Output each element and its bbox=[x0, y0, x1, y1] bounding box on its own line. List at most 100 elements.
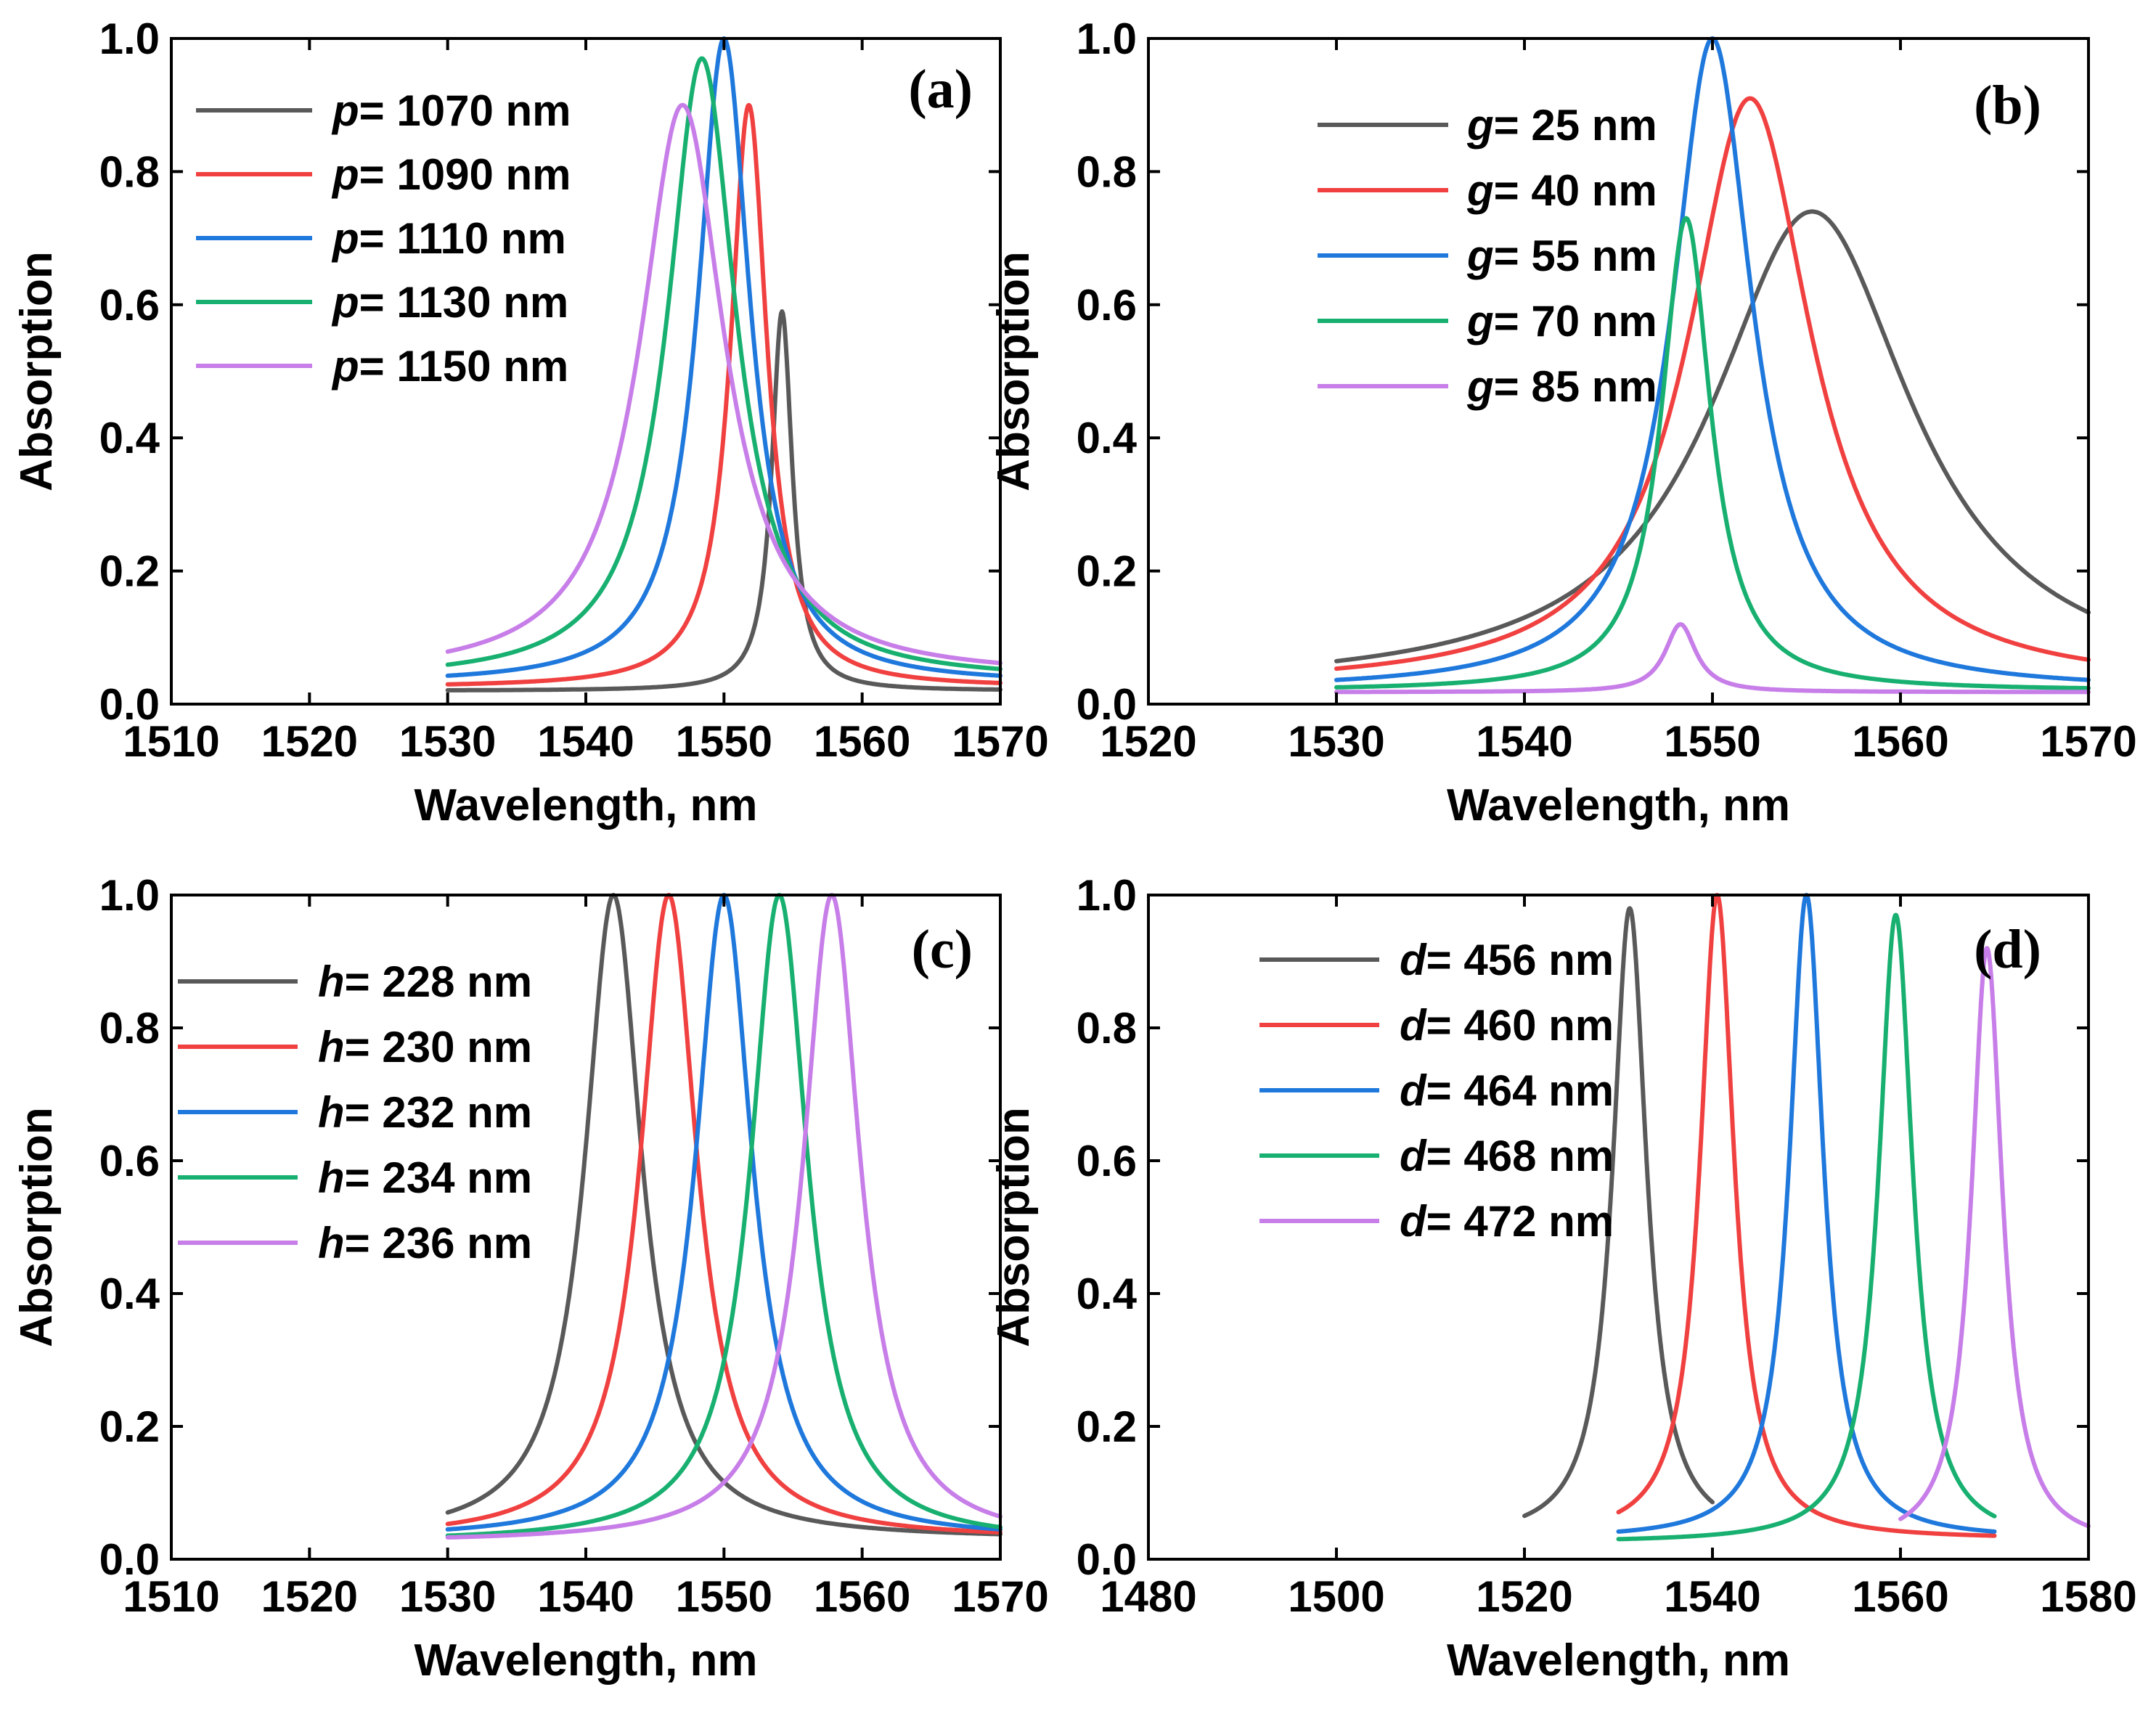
series-line-d-3 bbox=[1616, 912, 1997, 1542]
y-axis-label: Absorption bbox=[12, 251, 62, 491]
series-line-p-3 bbox=[445, 56, 1003, 671]
legend-value: = 1070 nm bbox=[359, 86, 571, 135]
y-tick-label: 0.6 bbox=[1077, 1137, 1137, 1185]
x-tick-label: 1520 bbox=[1476, 1572, 1572, 1621]
x-axis-label: Wavelength, nm bbox=[414, 780, 757, 830]
y-tick-label: 1.0 bbox=[1077, 871, 1137, 920]
legend-entry: d= 464 nm bbox=[1400, 1066, 1614, 1115]
x-tick-label: 1530 bbox=[1288, 717, 1384, 766]
legend-value: = 70 nm bbox=[1494, 297, 1657, 346]
legend-entry: d= 468 nm bbox=[1400, 1132, 1614, 1180]
legend-variable: d bbox=[1400, 1001, 1427, 1050]
y-tick-label: 0.4 bbox=[1077, 1270, 1138, 1318]
x-tick-label: 1500 bbox=[1288, 1572, 1384, 1621]
x-tick-label: 1530 bbox=[399, 717, 496, 766]
legend-entry: p= 1130 nm bbox=[331, 278, 568, 327]
x-axis-label: Wavelength, nm bbox=[1447, 780, 1790, 830]
y-tick-label: 0.4 bbox=[99, 414, 160, 462]
legend-entry: d= 460 nm bbox=[1400, 1001, 1614, 1050]
legend: g = 25 nm g= 40 nm g= 55 nm g= 70 nm g= 85 nm bbox=[1318, 101, 1657, 411]
legend-entry: g= 70 nm bbox=[1466, 297, 1657, 346]
legend-value: = 456 nm bbox=[1426, 936, 1614, 984]
legend-entry: d= 472 nm bbox=[1400, 1197, 1614, 1246]
x-tick-label: 1550 bbox=[676, 1572, 772, 1621]
x-tick-label: 1540 bbox=[537, 1572, 634, 1621]
legend-entry: h= 234 nm bbox=[318, 1153, 532, 1202]
x-tick-label: 1540 bbox=[1476, 717, 1572, 766]
legend-entry: h= 236 nm bbox=[318, 1219, 532, 1267]
x-tick-label: 1520 bbox=[1100, 717, 1196, 766]
x-tick-label: 1510 bbox=[123, 1572, 219, 1621]
y-axis-label: Absorption bbox=[989, 251, 1039, 491]
y-tick-label: 0.4 bbox=[1077, 414, 1138, 462]
y-tick-label: 0.6 bbox=[99, 281, 160, 330]
y-tick-label: 1.0 bbox=[99, 871, 160, 920]
x-axis-label: Wavelength, nm bbox=[414, 1635, 757, 1686]
y-axis-label: Absorption bbox=[989, 1107, 1039, 1347]
series-line-p-1 bbox=[445, 102, 1003, 687]
legend-value: = 85 nm bbox=[1494, 362, 1657, 411]
legend-value: = 460 nm bbox=[1426, 1001, 1614, 1050]
legend-entry: g= 85 nm bbox=[1466, 362, 1657, 411]
series-line-g-1 bbox=[1334, 96, 2091, 671]
legend-variable: g bbox=[1466, 297, 1494, 346]
y-tick-label: 0.2 bbox=[1077, 547, 1137, 596]
y-tick-label: 0.8 bbox=[1077, 1004, 1137, 1053]
y-tick-label: 0.0 bbox=[99, 680, 160, 729]
legend-value: = 228 nm bbox=[345, 957, 533, 1006]
y-tick-label: 0.0 bbox=[1077, 1535, 1137, 1584]
x-tick-label: 1560 bbox=[814, 1572, 910, 1621]
legend-entry: g= 40 nm bbox=[1466, 166, 1657, 215]
legend-entry: d= 456 nm bbox=[1400, 936, 1614, 984]
legend-value: = 25 nm bbox=[1494, 101, 1657, 150]
x-tick-label: 1580 bbox=[2040, 1572, 2136, 1621]
y-tick-label: 0.4 bbox=[99, 1270, 160, 1318]
legend-value: = 1090 nm bbox=[359, 150, 571, 199]
chart-panel-c: 1510 1520 1530 1540 1550 1560 1570 0.0 0.2 0.4 0.6… bbox=[12, 871, 1049, 1686]
y-tick-label: 0.2 bbox=[99, 547, 160, 596]
legend-variable: p bbox=[331, 86, 359, 135]
legend-variable: h bbox=[318, 1153, 345, 1202]
legend-entry: h= 230 nm bbox=[318, 1023, 532, 1071]
series-line-d-1 bbox=[1616, 893, 1997, 1538]
y-tick-label: 0.8 bbox=[1077, 147, 1137, 196]
chart-panel-a: 1510 1520 1530 1540 1550 1560 1570 0.0 0.2 0.4 0.6… bbox=[12, 15, 1049, 830]
x-tick-label: 1530 bbox=[399, 1572, 496, 1621]
x-tick-label: 1520 bbox=[261, 1572, 358, 1621]
legend-value: = 236 nm bbox=[345, 1219, 533, 1267]
legend-variable: p bbox=[331, 214, 359, 263]
x-tick-label: 1540 bbox=[1664, 1572, 1760, 1621]
panel-tag: (d) bbox=[1974, 919, 2041, 980]
x-tick-label: 1570 bbox=[952, 1572, 1048, 1621]
legend-entry: p= 1090 nm bbox=[331, 150, 571, 199]
legend-entry: g= 55 nm bbox=[1466, 232, 1657, 280]
legend-value: = 1150 nm bbox=[359, 342, 569, 391]
legend-entry: p= 1150 nm bbox=[331, 342, 568, 391]
series-line-d-0 bbox=[1522, 906, 1715, 1519]
legend-variable: p bbox=[331, 278, 359, 327]
y-tick-label: 1.0 bbox=[1077, 15, 1137, 63]
legend-value: = 40 nm bbox=[1494, 166, 1657, 215]
x-tick-label: 1540 bbox=[537, 717, 634, 766]
legend-value: = 464 nm bbox=[1426, 1066, 1614, 1115]
series-line-g-4 bbox=[1334, 622, 2091, 695]
x-tick-label: 1570 bbox=[2040, 717, 2136, 766]
legend: d= 456 nmd= 460 nmd= 464 nmd= 468 nmd= 4… bbox=[1259, 936, 1614, 1246]
legend-variable: p bbox=[331, 150, 359, 199]
plot-frame bbox=[1147, 894, 2090, 1561]
legend-value: = 468 nm bbox=[1426, 1132, 1614, 1180]
series-line-g-3 bbox=[1334, 216, 2091, 690]
y-tick-label: 0.8 bbox=[99, 1004, 160, 1053]
series-line-h-3 bbox=[445, 893, 1003, 1538]
legend: h= 228 nmh= 230 nmh= 232 nmh= 234 nmh= 2… bbox=[178, 957, 532, 1267]
legend-variable: d bbox=[1400, 936, 1427, 984]
series-line-p-4 bbox=[445, 102, 1003, 666]
x-tick-label: 1520 bbox=[261, 717, 358, 766]
y-tick-label: 0.2 bbox=[99, 1402, 160, 1451]
y-tick-label: 0.6 bbox=[1077, 281, 1137, 330]
y-tick-label: 0.0 bbox=[99, 1535, 160, 1584]
x-tick-label: 1560 bbox=[814, 717, 910, 766]
x-tick-label: 1560 bbox=[1852, 1572, 1948, 1621]
legend-value: = 234 nm bbox=[345, 1153, 533, 1202]
y-tick-label: 0.2 bbox=[1077, 1402, 1137, 1451]
